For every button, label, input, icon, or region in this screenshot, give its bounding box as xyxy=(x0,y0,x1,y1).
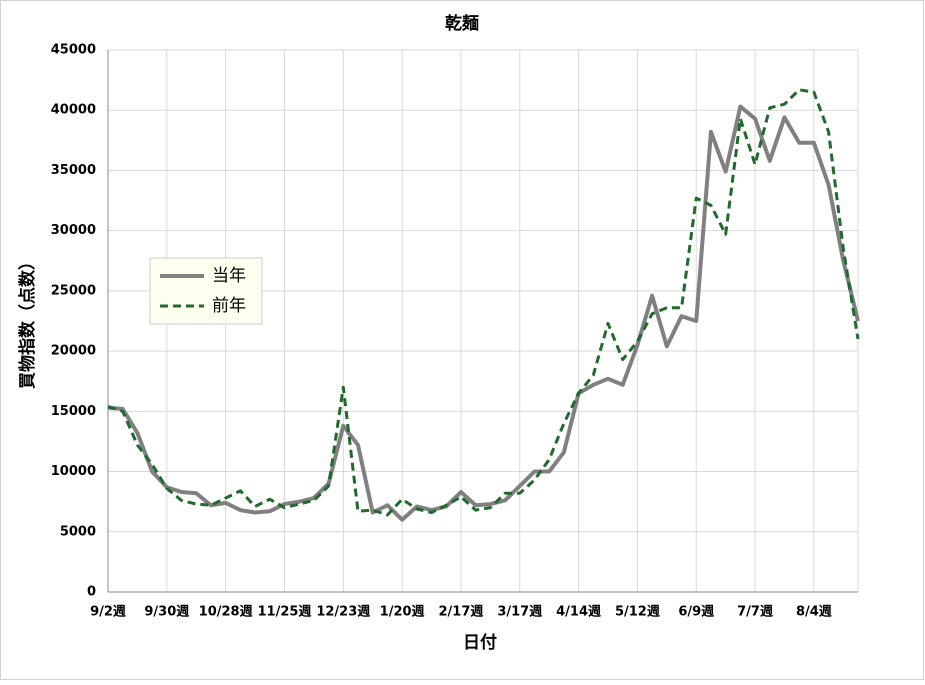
x-tick-label: 6/9週 xyxy=(678,605,714,620)
x-axis-label: 日付 xyxy=(463,632,497,653)
y-tick-label: 15000 xyxy=(51,404,96,419)
x-tick-label: 7/7週 xyxy=(737,605,773,620)
chart-title: 乾麺 xyxy=(445,13,479,34)
legend-label: 当年 xyxy=(212,266,246,286)
y-tick-label: 35000 xyxy=(51,163,96,178)
x-tick-label: 5/12週 xyxy=(615,605,660,620)
x-tick-label: 12/23週 xyxy=(316,605,370,620)
x-tick-label: 9/30週 xyxy=(144,605,189,620)
x-tick-label: 8/4週 xyxy=(796,605,832,620)
x-tick-label: 10/28週 xyxy=(199,605,253,620)
y-tick-label: 10000 xyxy=(51,464,96,479)
x-tick-label: 2/17週 xyxy=(438,605,483,620)
y-tick-label: 45000 xyxy=(51,43,96,58)
x-tick-label: 11/25週 xyxy=(258,605,312,620)
y-tick-label: 0 xyxy=(87,585,96,600)
y-tick-label: 25000 xyxy=(51,283,96,298)
x-tick-label: 4/14週 xyxy=(556,605,601,620)
series-line xyxy=(107,104,860,522)
x-tick-label: 3/17週 xyxy=(497,605,542,620)
legend-box xyxy=(149,257,263,325)
y-axis-label: 買物指数（点数） xyxy=(17,253,38,389)
legend-label: 前年 xyxy=(212,296,246,316)
y-tick-label: 40000 xyxy=(51,103,96,118)
y-tick-label: 5000 xyxy=(60,524,96,539)
y-tick-label: 30000 xyxy=(51,223,96,238)
series-line xyxy=(107,88,860,517)
y-tick-label: 20000 xyxy=(51,344,96,359)
x-tick-label: 1/20週 xyxy=(380,605,425,620)
x-tick-label: 9/2週 xyxy=(90,605,126,620)
